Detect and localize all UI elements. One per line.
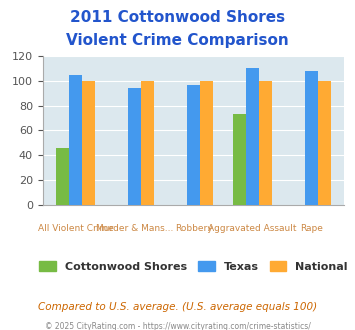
Text: 2011 Cottonwood Shores: 2011 Cottonwood Shores: [70, 10, 285, 25]
Bar: [246, 69, 259, 205]
Text: Robbery: Robbery: [175, 224, 212, 233]
Bar: [259, 81, 272, 205]
Text: Violent Crime Comparison: Violent Crime Comparison: [66, 33, 289, 48]
Legend: Cottonwood Shores, Texas, National: Cottonwood Shores, Texas, National: [35, 257, 352, 276]
Text: Compared to U.S. average. (U.S. average equals 100): Compared to U.S. average. (U.S. average …: [38, 302, 317, 312]
Bar: [128, 88, 141, 205]
Bar: [233, 114, 246, 205]
Bar: [305, 71, 318, 205]
Text: © 2025 CityRating.com - https://www.cityrating.com/crime-statistics/: © 2025 CityRating.com - https://www.city…: [45, 322, 310, 330]
Bar: [56, 148, 69, 205]
Bar: [82, 81, 95, 205]
Bar: [187, 84, 200, 205]
Bar: [318, 81, 331, 205]
Bar: [141, 81, 154, 205]
Text: Rape: Rape: [300, 224, 323, 233]
Bar: [200, 81, 213, 205]
Bar: [69, 75, 82, 205]
Text: Murder & Mans...: Murder & Mans...: [96, 224, 173, 233]
Text: Aggravated Assault: Aggravated Assault: [208, 224, 296, 233]
Text: All Violent Crime: All Violent Crime: [38, 224, 114, 233]
